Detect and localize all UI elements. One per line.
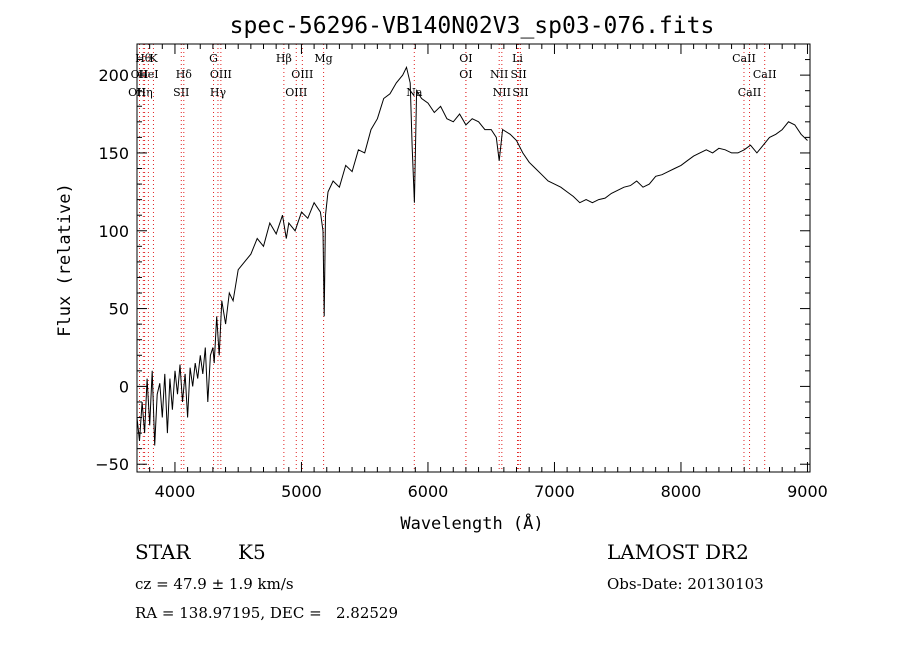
y-tick-label: 100 <box>98 222 129 241</box>
y-axis-label: Flux (relative) <box>55 183 75 337</box>
line-marker-label: CaII <box>753 68 777 81</box>
line-marker-label: OII <box>131 68 149 81</box>
line-marker-label: NII <box>490 68 508 81</box>
object-subclass: K5 <box>238 540 266 564</box>
line-marker-label: SII <box>512 86 528 99</box>
x-axis: 4000 5000 6000 7000 8000 9000 <box>136 44 828 501</box>
line-marker-label: Li <box>512 52 523 65</box>
line-marker-label: K <box>149 52 158 65</box>
line-marker-label: OI <box>459 68 472 81</box>
x-tick-label: 6000 <box>408 482 449 501</box>
x-tick-label: 7000 <box>534 482 575 501</box>
line-marker-label: OIII <box>291 68 313 81</box>
line-marker-label: Hη <box>136 86 152 99</box>
line-marker-label: CaII <box>732 52 756 65</box>
line-marker-label: Hβ <box>276 52 292 65</box>
x-tick-label: 9000 <box>787 482 828 501</box>
y-axis: −50 0 50 100 150 200 <box>95 43 810 474</box>
survey-name: LAMOST DR2 <box>607 540 749 564</box>
line-marker-label: OI <box>459 52 472 65</box>
spectral-line-markers <box>136 44 766 472</box>
chart-title: spec-56296-VB140N02V3_sp03-076.fits <box>230 13 715 39</box>
plot-frame <box>136 43 811 473</box>
x-tick-label: 8000 <box>661 482 702 501</box>
observation-date: Obs-Date: 20130103 <box>607 575 764 593</box>
line-marker-label: Hθ <box>135 52 152 65</box>
line-marker-label: SII <box>511 68 527 81</box>
line-marker-label: HeI <box>138 68 158 81</box>
y-tick-label: 150 <box>98 144 129 163</box>
redshift-value: cz = 47.9 ± 1.9 km/s <box>135 575 294 593</box>
coordinates: RA = 138.97195, DEC = 2.82529 <box>135 604 399 622</box>
x-tick-label: 5000 <box>281 482 322 501</box>
x-axis-label: Wavelength (Å) <box>400 512 543 534</box>
line-marker-label: SII <box>173 86 189 99</box>
y-tick-label: −50 <box>95 455 129 474</box>
spectrum-line <box>136 65 808 446</box>
line-marker-label: Hδ <box>176 68 193 81</box>
y-tick-label: 200 <box>98 66 129 85</box>
line-marker-label: Mg <box>314 52 332 65</box>
object-class: STAR <box>135 540 191 564</box>
x-tick-label: 4000 <box>155 482 196 501</box>
line-marker-label: OIII <box>285 86 307 99</box>
line-marker-label: G <box>209 52 218 65</box>
y-tick-label: 50 <box>109 300 129 319</box>
line-marker-label: OIII <box>210 68 232 81</box>
line-marker-label: CaII <box>738 86 762 99</box>
spectral-line-labels: HθKOIIHeIOIIHηHδSIIGOIIIHγHβOIIIOIIIMgNa… <box>128 52 776 99</box>
y-tick-label: 0 <box>119 377 129 396</box>
line-marker-label: NII <box>493 86 511 99</box>
line-marker-label: Hγ <box>210 86 227 99</box>
